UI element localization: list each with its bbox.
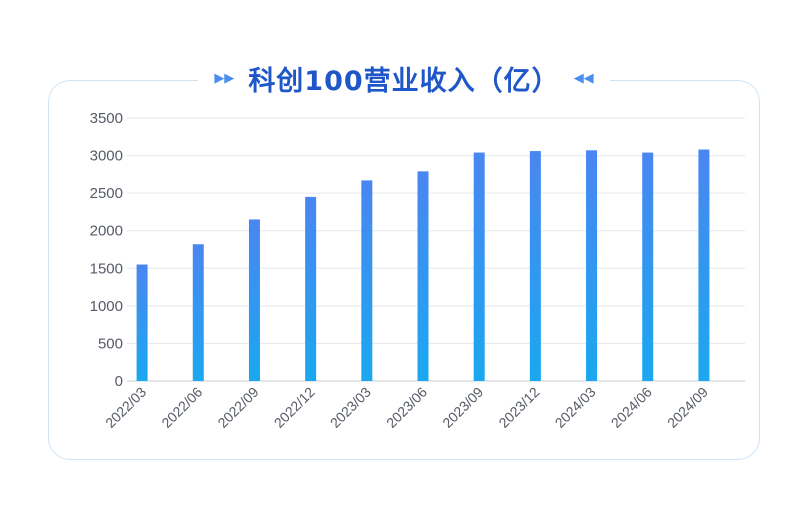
y-tick-label: 1000 <box>90 298 123 315</box>
bar-2023-12 <box>529 151 541 381</box>
x-tick-label: 2023/09 <box>439 384 486 431</box>
x-tick-label: 2024/09 <box>664 384 711 431</box>
bar-2022-03 <box>136 264 148 381</box>
x-tick-label: 2022/09 <box>214 384 261 431</box>
y-tick-label: 0 <box>115 373 123 390</box>
bar-2024-09 <box>698 149 710 381</box>
chart-title: 科创100营业收入（亿） <box>248 65 560 97</box>
left-arrows-icon: ◀◀ <box>573 70 594 86</box>
bar-2023-06 <box>417 171 429 381</box>
x-tick-label: 2022/06 <box>158 384 205 431</box>
bar-2022-12 <box>305 196 317 381</box>
y-tick-label: 2000 <box>90 223 123 240</box>
x-tick-label: 2022/12 <box>271 384 318 431</box>
chart-frame <box>48 80 760 460</box>
bar-2022-06 <box>192 244 204 381</box>
y-tick-label: 1500 <box>90 260 123 277</box>
x-tick-label: 2023/03 <box>327 384 374 431</box>
bar-2022-09 <box>248 219 260 381</box>
y-tick-label: 3500 <box>90 110 123 127</box>
bar-2024-03 <box>586 150 598 381</box>
y-tick-label: 2500 <box>90 185 123 202</box>
right-arrows-icon: ▶▶ <box>214 70 235 86</box>
y-tick-label: 3000 <box>90 148 123 165</box>
bar-2024-06 <box>642 152 654 381</box>
y-tick-label: 500 <box>98 335 123 352</box>
x-tick-label: 2023/06 <box>383 384 430 431</box>
x-axis-ticks: 2022/03 2022/06 2022/09 2022/12 2023/03 2023/… <box>102 384 711 431</box>
x-tick-label: 2024/06 <box>608 384 655 431</box>
x-tick-label: 2022/03 <box>102 384 149 431</box>
grid-lines <box>127 117 745 382</box>
bar-2023-03 <box>361 180 373 381</box>
x-tick-label: 2023/12 <box>495 384 542 431</box>
x-tick-label: 2024/03 <box>552 384 599 431</box>
bars <box>136 149 710 381</box>
bar-2023-09 <box>473 152 485 381</box>
y-axis-ticks: 0 500 1000 1500 2000 2500 3000 3500 <box>90 110 123 390</box>
title-bar: ▶▶ 科创100营业收入（亿） ◀◀ <box>0 56 808 100</box>
